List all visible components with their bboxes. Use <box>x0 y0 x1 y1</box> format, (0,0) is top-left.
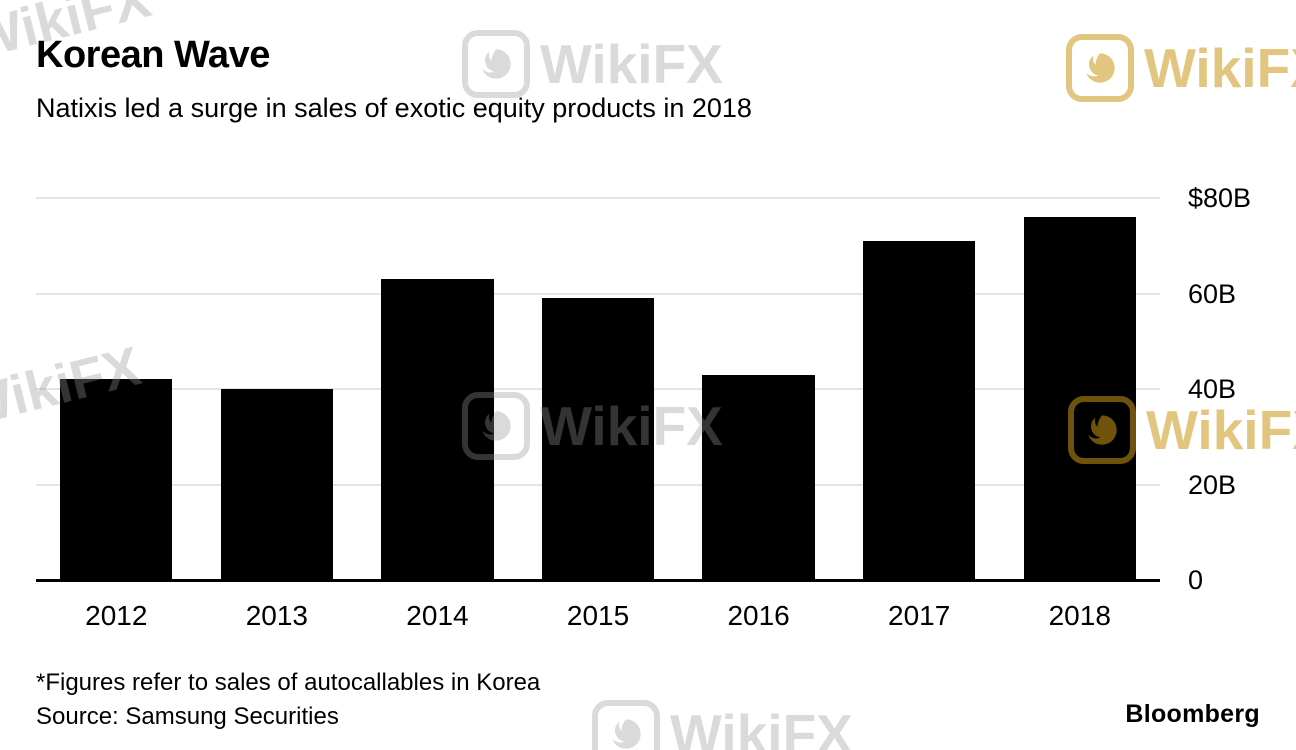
bars <box>36 198 1160 580</box>
y-tick-label-40: 40B <box>1188 374 1237 404</box>
wikifx-logo-icon <box>592 700 660 750</box>
x-tick-label-2014: 2014 <box>406 600 469 631</box>
bar-slot-2014 <box>357 198 518 580</box>
chart-footer: *Figures refer to sales of autocallables… <box>36 666 540 734</box>
y-tick-label-60: 60B <box>1188 278 1237 309</box>
bar-slot-2017 <box>839 198 1000 580</box>
bloomberg-logo: Bloomberg <box>1125 700 1260 728</box>
wikifx-watermark: WikiFX <box>592 700 853 750</box>
wikifx-watermark-text: WikiFX <box>1144 37 1296 99</box>
bar-slot-2018 <box>999 198 1160 580</box>
chart-subtitle: Natixis led a surge in sales of exotic e… <box>36 93 752 123</box>
y-tick-label-20: 20B <box>1188 469 1237 500</box>
chart-header: Korean Wave Natixis led a surge in sales… <box>36 34 752 124</box>
chart-title: Korean Wave <box>36 34 270 76</box>
y-tick-label-0: 0 <box>1188 565 1204 595</box>
bar-2016 <box>702 374 815 580</box>
gridline-60 <box>36 292 1160 295</box>
x-tick-label-2012: 2012 <box>85 600 148 631</box>
bar-2012 <box>60 379 173 580</box>
chart-footnote: *Figures refer to sales of autocallables… <box>36 669 541 696</box>
gridline-80 <box>36 197 1160 199</box>
chart-source: Source: Samsung Securities <box>36 703 339 730</box>
bar-slot-2012 <box>36 198 197 580</box>
bar-2018 <box>1023 217 1136 580</box>
x-tick-label-2015: 2015 <box>566 600 630 631</box>
wikifx-watermark: WikiFX <box>1066 34 1296 102</box>
x-axis: 2012 2013 2014 2015 2016 2017 2018 <box>36 600 1160 632</box>
x-tick-label-2013: 2013 <box>245 600 309 631</box>
x-tick-label-2017: 2017 <box>888 600 951 631</box>
y-axis: 0 20B 40B 60B $80B <box>1188 183 1294 595</box>
y-tick-label-80: $80B <box>1188 183 1252 213</box>
plot-area <box>36 197 1160 582</box>
bar-slot-2013 <box>197 198 358 580</box>
wikifx-watermark-text: WikiFX <box>670 703 853 750</box>
bar-2015 <box>541 298 655 580</box>
x-tick-label-2016: 2016 <box>727 600 790 631</box>
bar-2017 <box>862 240 976 580</box>
x-axis-line <box>36 579 1160 582</box>
bar-slot-2016 <box>678 198 839 580</box>
bar-slot-2015 <box>518 198 679 580</box>
bar-2013 <box>220 389 334 580</box>
wikifx-logo-icon <box>1066 34 1134 102</box>
x-tick-label-2018: 2018 <box>1048 600 1111 631</box>
bar-2014 <box>381 279 494 580</box>
